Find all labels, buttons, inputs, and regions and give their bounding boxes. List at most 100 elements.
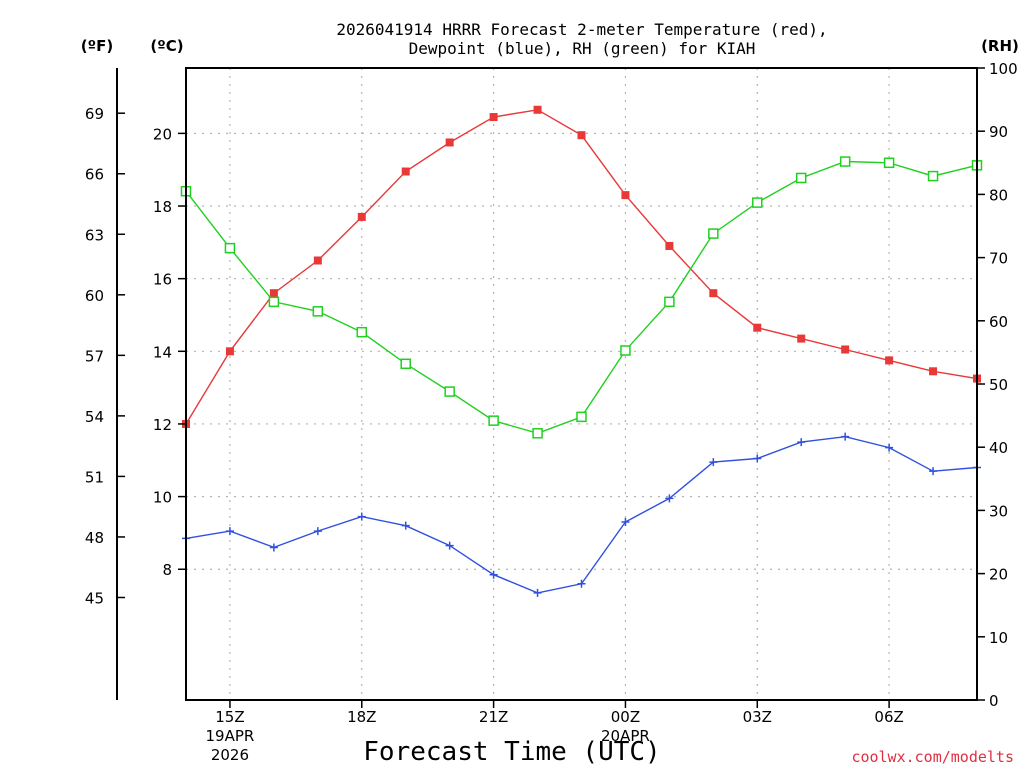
- temperature-point: [709, 289, 718, 298]
- rh-point: [795, 172, 807, 184]
- rh-point: [576, 411, 587, 423]
- rh-point: [708, 228, 719, 239]
- dewpoint-point: [621, 518, 630, 527]
- rh-unit-label: (RH): [981, 37, 1019, 55]
- rh-point: [927, 170, 939, 182]
- rh-tick-label: 50: [989, 376, 1008, 394]
- rh-line: [185, 160, 978, 435]
- temperature-series: [182, 105, 981, 428]
- rh-tick-label: 90: [989, 123, 1008, 141]
- rh-tick-label: 70: [989, 250, 1008, 268]
- fahrenheit-tick-label: 48: [85, 529, 104, 547]
- time-tick-label: 15Z: [215, 708, 244, 726]
- rh-point: [532, 428, 543, 439]
- fahrenheit-unit-label: (ºF): [81, 37, 113, 55]
- temperature-point: [401, 167, 410, 176]
- rh-tick-label: 30: [989, 502, 1008, 520]
- dewpoint-point: [401, 521, 410, 530]
- rh-tick-label: 40: [989, 439, 1008, 457]
- celsius-tick-label: 14: [153, 343, 172, 361]
- dewpoint-point: [885, 443, 894, 452]
- temperature-point: [841, 345, 850, 354]
- temperature-point: [753, 323, 762, 332]
- rh-tick-label: 80: [989, 186, 1008, 204]
- fahrenheit-tick-label: 60: [85, 287, 104, 305]
- rh-point: [400, 358, 411, 370]
- plot-frame: [185, 67, 978, 701]
- dewpoint-point: [489, 570, 498, 579]
- temperature-point: [797, 334, 806, 343]
- dewpoint-point: [753, 454, 762, 463]
- rh-tick-label: 10: [989, 629, 1008, 647]
- dewpoint-series: [182, 432, 981, 597]
- rh-point: [356, 326, 368, 338]
- dewpoint-point: [665, 494, 674, 503]
- celsius-tick-label: 20: [153, 125, 172, 143]
- rh-point: [883, 157, 895, 169]
- rh-point: [268, 296, 280, 308]
- temperature-point: [269, 289, 278, 298]
- temperature-point: [489, 113, 498, 122]
- grid-lines: [186, 68, 977, 700]
- fahrenheit-tick-label: 69: [85, 105, 104, 123]
- rh-tick-label: 60: [989, 313, 1008, 331]
- temperature-point: [577, 131, 586, 140]
- fahrenheit-tick-label: 57: [85, 347, 104, 365]
- dewpoint-point: [797, 438, 806, 447]
- temperature-point: [533, 105, 542, 114]
- rh-point: [488, 415, 499, 426]
- dewpoint-point: [269, 543, 278, 552]
- temperature-point: [225, 347, 234, 356]
- fahrenheit-tick-label: 66: [85, 166, 104, 184]
- time-tick-label: 03Z: [743, 708, 772, 726]
- celsius-tick-label: 8: [162, 561, 172, 579]
- rh-series: [180, 156, 983, 439]
- chart-title-line-1: 2026041914 HRRR Forecast 2-meter Tempera…: [336, 20, 827, 39]
- year-label: 2026: [211, 746, 249, 764]
- temperature-point: [885, 356, 894, 365]
- celsius-tick-label: 10: [153, 489, 172, 507]
- dewpoint-point: [709, 458, 718, 467]
- rh-point: [444, 386, 455, 397]
- dewpoint-point: [225, 527, 234, 536]
- fahrenheit-tick-label: 45: [85, 589, 104, 607]
- date-label: 19APR: [206, 727, 255, 745]
- date-label: 20APR: [601, 727, 650, 745]
- celsius-tick-label: 16: [153, 271, 172, 289]
- temperature-line: [185, 109, 978, 425]
- time-tick-label: 00Z: [611, 708, 640, 726]
- rh-tick-label: 20: [989, 566, 1008, 584]
- credit-text: coolwx.com/modelts: [851, 748, 1014, 766]
- rh-tick-label: 100: [989, 60, 1018, 78]
- celsius-unit-label: (ºC): [150, 37, 183, 55]
- rh-point: [620, 345, 631, 356]
- rh-point: [224, 242, 236, 254]
- fahrenheit-tick-label: 54: [85, 408, 104, 426]
- x-axis-title: Forecast Time (UTC): [363, 737, 660, 767]
- rh-point: [839, 156, 851, 167]
- dewpoint-point: [841, 432, 850, 441]
- celsius-tick-label: 12: [153, 416, 172, 434]
- series-layer: [180, 105, 983, 597]
- time-tick-label: 06Z: [874, 708, 903, 726]
- temperature-point: [313, 256, 322, 265]
- dewpoint-point: [357, 512, 366, 521]
- dewpoint-point: [533, 588, 542, 597]
- temperature-point: [357, 212, 366, 221]
- chart-title-line-2: Dewpoint (blue), RH (green) for KIAH: [409, 39, 756, 58]
- temperature-point: [445, 138, 454, 147]
- fahrenheit-tick-label: 63: [85, 226, 104, 244]
- rh-point: [752, 197, 763, 208]
- time-tick-label: 21Z: [479, 708, 508, 726]
- celsius-tick-label: 18: [153, 198, 172, 216]
- rh-point: [664, 296, 675, 308]
- temperature-point: [665, 241, 674, 250]
- dewpoint-point: [445, 541, 454, 550]
- dewpoint-point: [313, 527, 322, 536]
- fahrenheit-tick-label: 51: [85, 468, 104, 486]
- rh-point: [312, 306, 324, 317]
- temperature-point: [621, 191, 630, 200]
- dewpoint-point: [577, 579, 586, 588]
